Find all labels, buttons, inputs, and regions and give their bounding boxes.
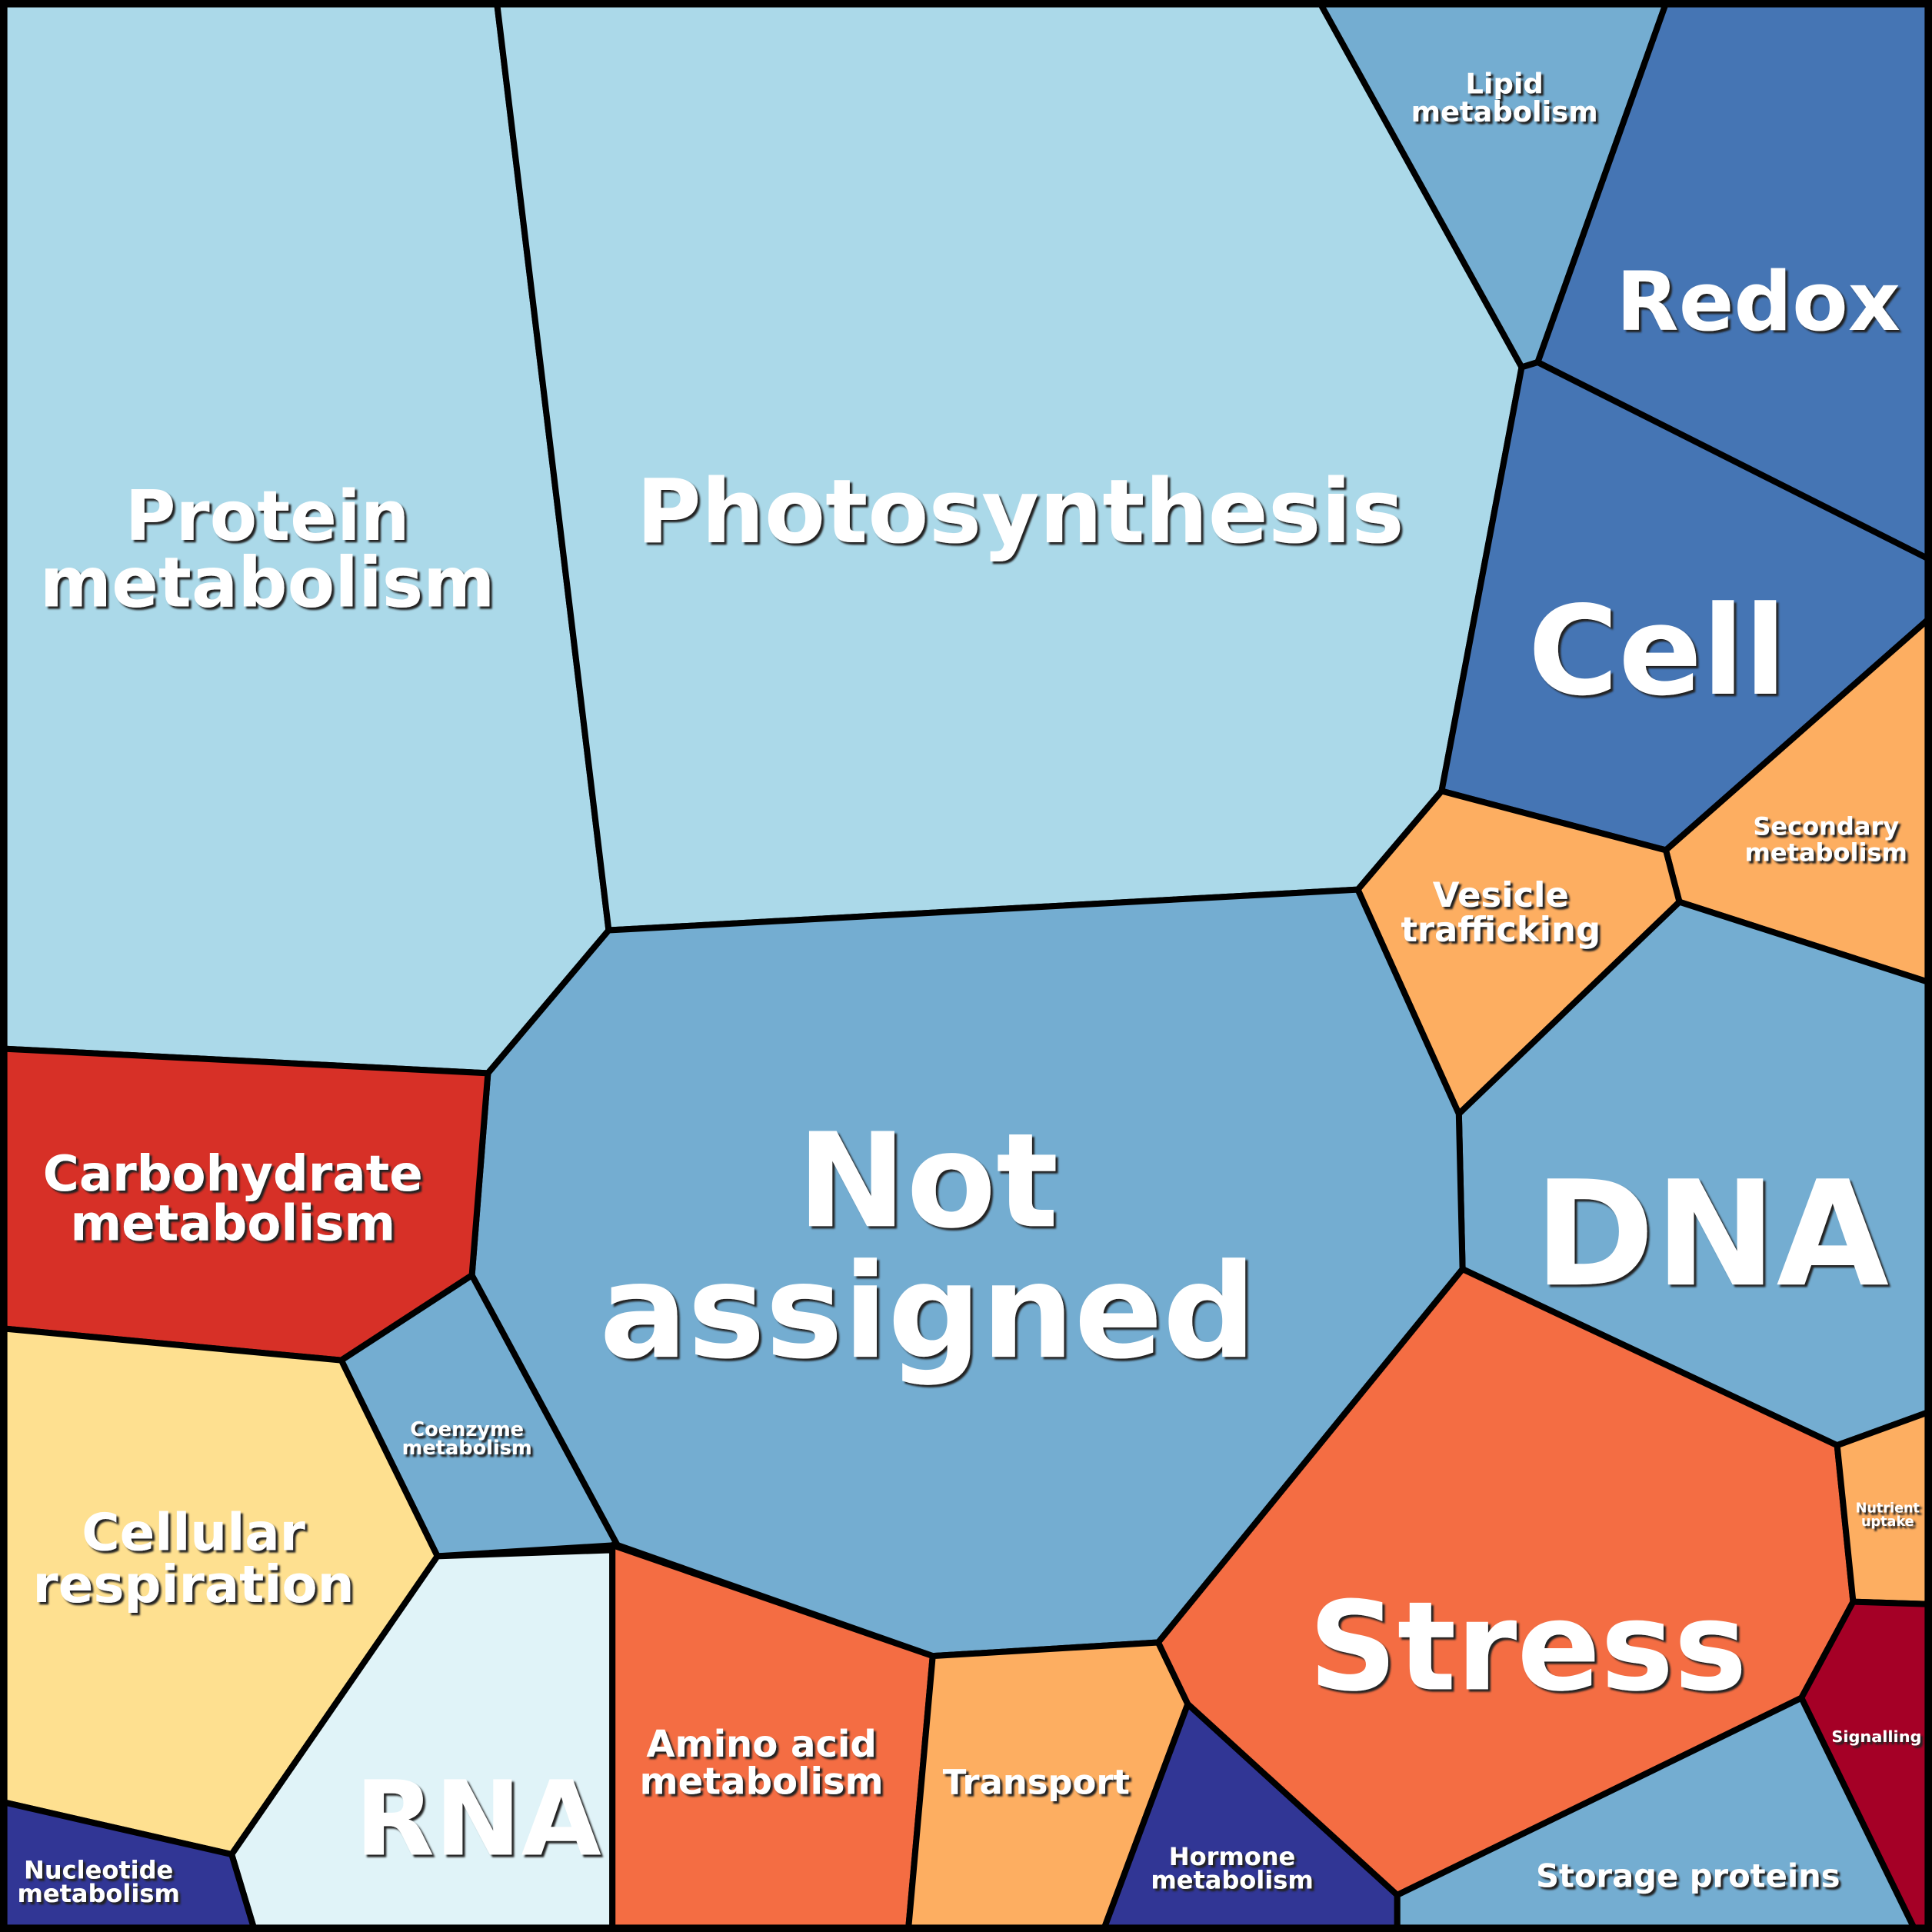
- label-vesicle-trafficking: trafficking: [1401, 909, 1601, 950]
- cell-storage-proteins[interactable]: [1394, 1694, 1920, 1932]
- label-nutrient-uptake: Nutrient: [1856, 1501, 1920, 1516]
- label-cellular-respiration: respiration: [33, 1554, 355, 1614]
- label-amino-acid-metabolism: metabolism: [640, 1760, 884, 1803]
- cell-amino-acid-metabolism[interactable]: [609, 1541, 936, 1932]
- label-secondary-metabolism: Secondary: [1753, 812, 1899, 841]
- cell-rna[interactable]: [228, 1547, 616, 1932]
- label-carbohydrate-metabolism: Carbohydrate: [43, 1146, 423, 1203]
- label-lipid-metabolism: Lipid: [1465, 67, 1543, 100]
- label-coenzyme-metabolism: Coenzyme: [410, 1418, 524, 1441]
- cell-nucleotide-metabolism[interactable]: [0, 1798, 258, 1932]
- label-hormone-metabolism: metabolism: [1151, 1865, 1313, 1894]
- label-dna: DNA: [1534, 1150, 1889, 1319]
- label-nucleotide-metabolism: metabolism: [17, 1879, 179, 1908]
- label-vesicle-trafficking: Vesicle: [1433, 874, 1569, 915]
- cell-signalling[interactable]: [1798, 1598, 1932, 1932]
- label-nutrient-uptake: uptake: [1861, 1514, 1914, 1530]
- label-coenzyme-metabolism: metabolism: [402, 1437, 532, 1460]
- label-photosynthesis: Photosynthesis: [636, 461, 1404, 564]
- label-cell: Cell: [1528, 579, 1787, 723]
- label-secondary-metabolism: metabolism: [1745, 838, 1907, 867]
- label-signalling: Signalling: [1831, 1727, 1921, 1746]
- label-stress: Stress: [1308, 1574, 1747, 1718]
- label-hormone-metabolism: Hormone: [1169, 1842, 1296, 1871]
- label-lipid-metabolism: metabolism: [1411, 95, 1598, 128]
- label-not-assigned: Not: [797, 1105, 1058, 1257]
- label-nucleotide-metabolism: Nucleotide: [24, 1856, 173, 1885]
- label-carbohydrate-metabolism: metabolism: [70, 1195, 395, 1252]
- label-cellular-respiration: Cellular: [82, 1503, 305, 1563]
- label-transport: Transport: [943, 1762, 1130, 1803]
- cell-redox[interactable]: [1534, 0, 1932, 564]
- label-storage-proteins: Storage proteins: [1536, 1857, 1840, 1894]
- label-protein-metabolism: metabolism: [40, 543, 495, 623]
- label-protein-metabolism: Protein: [125, 477, 410, 557]
- labels: ProteinmetabolismPhotosynthesisLipidmeta…: [17, 67, 1921, 1908]
- label-amino-acid-metabolism: Amino acid: [646, 1723, 876, 1766]
- label-rna: RNA: [355, 1758, 601, 1879]
- label-redox: Redox: [1616, 255, 1900, 349]
- cell-nutrient-uptake[interactable]: [1834, 1407, 1932, 1607]
- label-not-assigned: assigned: [599, 1236, 1256, 1388]
